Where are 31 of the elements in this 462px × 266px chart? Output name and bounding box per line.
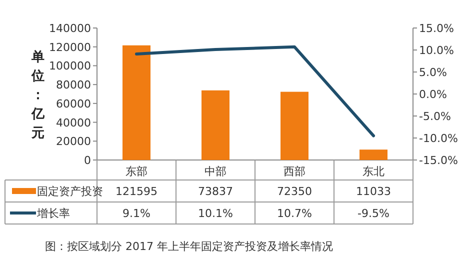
y-tick-label: 80000 bbox=[56, 78, 91, 92]
y-axis-title: 单位：亿元 bbox=[30, 49, 46, 141]
y-tick-label: 0 bbox=[84, 154, 91, 167]
y-tick-label: 140000 bbox=[49, 22, 91, 35]
y2-tick-label: 5.0% bbox=[419, 66, 447, 79]
data-label: 73837 bbox=[198, 185, 233, 198]
y2-tick-label: -15.0% bbox=[419, 154, 458, 167]
x-tick-label: 中部 bbox=[204, 165, 226, 178]
x-tick-label: 东北 bbox=[362, 165, 384, 178]
data-label: 121595 bbox=[116, 185, 158, 198]
data-label: -9.5% bbox=[358, 207, 390, 220]
data-label: 72350 bbox=[277, 185, 312, 198]
y2-tick-label: 10.0% bbox=[419, 44, 454, 57]
data-label: 10.7% bbox=[277, 207, 312, 220]
y2-tick-label: 15.0% bbox=[419, 22, 454, 35]
y2-tick-label: -5.0% bbox=[419, 110, 451, 123]
legend-label: 增长率 bbox=[36, 207, 70, 220]
data-label: 11033 bbox=[356, 185, 391, 198]
y-tick-label: 20000 bbox=[56, 135, 91, 148]
y-tick-label: 60000 bbox=[56, 97, 91, 110]
y-tick-label: 40000 bbox=[56, 116, 91, 130]
data-label: 9.1% bbox=[122, 207, 150, 220]
y-tick-label: 120000 bbox=[49, 40, 91, 54]
data-label: 10.1% bbox=[198, 207, 233, 220]
y2-tick-label: 0.0% bbox=[419, 88, 447, 101]
legend-label: 固定资产投资 bbox=[37, 185, 103, 198]
text: 图：按区域划分 2017 年上半年固定资产投资及增长率情况 bbox=[45, 240, 333, 253]
y2-tick-label: -10.0% bbox=[419, 132, 458, 145]
x-tick-label: 东部 bbox=[126, 165, 148, 178]
x-tick-label: 西部 bbox=[284, 165, 306, 178]
y-tick-label: 100000 bbox=[49, 60, 91, 73]
